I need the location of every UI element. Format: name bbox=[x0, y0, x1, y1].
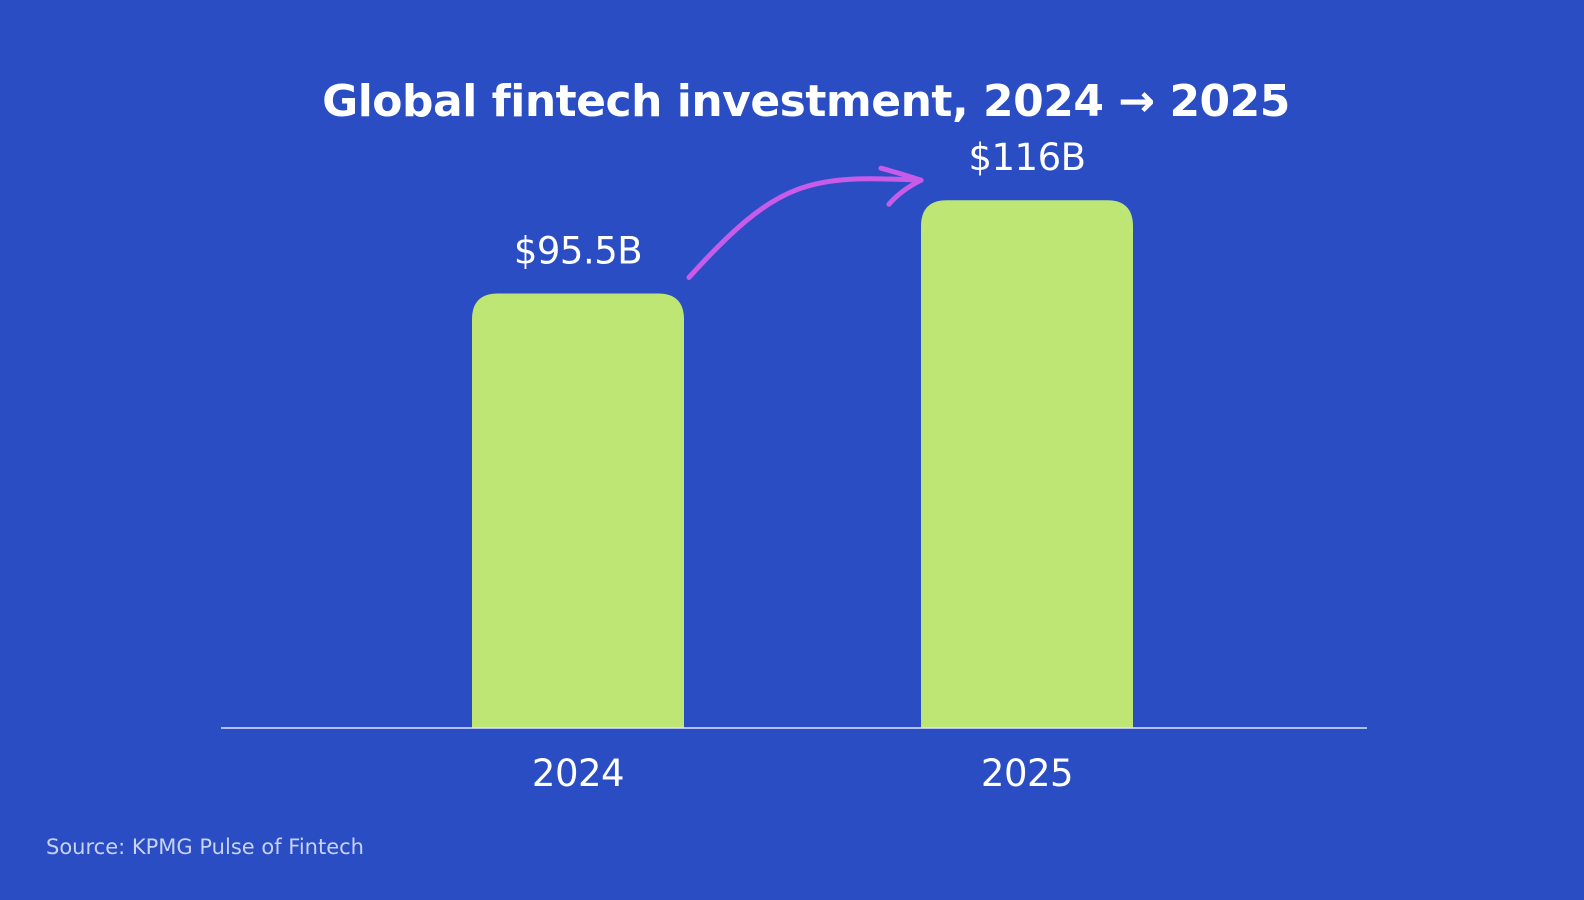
growth-arrow-head bbox=[878, 165, 924, 207]
bar-2025 bbox=[921, 200, 1133, 728]
bars-layer bbox=[472, 200, 1133, 728]
x-tick-label-2025: 2025 bbox=[981, 752, 1073, 795]
source-note: Source: KPMG Pulse of Fintech bbox=[46, 835, 364, 859]
chart-title: Global fintech investment, 2024 → 2025 bbox=[322, 76, 1290, 127]
value-label-2025: $116B bbox=[968, 136, 1085, 179]
growth-arrow bbox=[686, 165, 924, 280]
growth-arrow-curve bbox=[686, 176, 924, 280]
labels-layer: $95.5B 2024 $116B 2025 bbox=[514, 136, 1086, 795]
x-tick-label-2024: 2024 bbox=[532, 752, 624, 795]
value-label-2024: $95.5B bbox=[514, 229, 642, 272]
bar-2024 bbox=[472, 293, 684, 728]
